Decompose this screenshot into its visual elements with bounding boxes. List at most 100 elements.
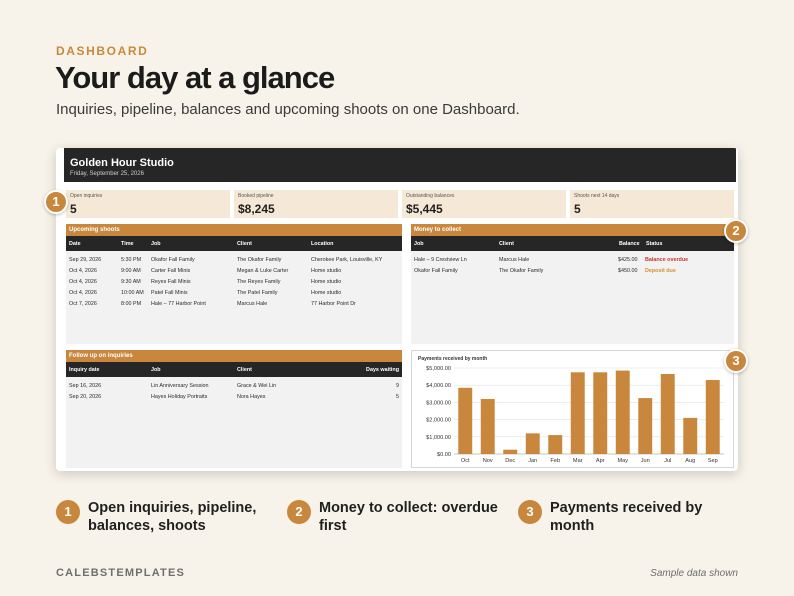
bar-jun	[638, 398, 653, 454]
y-tick-label: $5,000.00	[426, 366, 451, 372]
table-row[interactable]: Hale – 9 Crestview Ln Marcus Hale $425.0…	[411, 255, 734, 266]
bar-oct	[458, 387, 473, 454]
dashboard-screenshot: Golden Hour Studio Friday, September 25,…	[56, 148, 738, 471]
feature-number-badge: 3	[518, 500, 542, 524]
follow-up-panel: Follow up on inquiries Inquiry date Job …	[66, 350, 402, 468]
eyebrow-label: DASHBOARD	[56, 44, 149, 58]
bar-feb	[548, 435, 563, 454]
feature-text: Money to collect: overdue first	[319, 500, 498, 534]
kpi-booked-pipeline: Booked pipeline $8,245	[234, 190, 398, 218]
kpi-label: Booked pipeline	[238, 193, 274, 199]
chart-plot: $5,000.00 $4,000.00 $3,000.00 $2,000.00 $1,0…	[426, 366, 724, 464]
cell-time: 9:30 AM	[121, 279, 141, 285]
callout-3-badge: 3	[724, 349, 748, 373]
table-row[interactable]: Oct 7, 2026 8:00 PM Hale – 77 Harbor Poi…	[66, 299, 402, 310]
bar-apr	[593, 372, 608, 454]
cell-balance: $425.00	[618, 257, 638, 263]
cell-days-waiting: 9	[396, 383, 399, 389]
table-row[interactable]: Oct 4, 2026 10:00 AM Patel Fall Minis Th…	[66, 288, 402, 299]
x-tick-label: Dec	[505, 458, 515, 464]
cell-client: The Okafor Family	[499, 268, 544, 274]
cell-client: Marcus Hale	[499, 257, 530, 263]
panel-title: Upcoming shoots	[66, 224, 402, 236]
table-row[interactable]: Oct 4, 2026 9:00 AM Carter Fall Minis Me…	[66, 266, 402, 277]
sample-data-note: Sample data shown	[650, 568, 738, 579]
cell-date: Oct 4, 2026	[69, 268, 97, 274]
cell-job: Carter Fall Minis	[151, 268, 191, 274]
kpi-row: Open inquiries 5 Booked pipeline $8,245 …	[66, 190, 734, 218]
x-tick-label: Jul	[664, 458, 671, 464]
table-row[interactable]: Sep 16, 2026 Lin Anniversary Session Gra…	[66, 381, 402, 392]
callout-2-badge: 2	[724, 219, 748, 243]
bar-mar	[570, 372, 585, 454]
cell-location: Cherokee Park, Louisville, KY	[311, 257, 383, 263]
feature-number-badge: 2	[287, 500, 311, 524]
column-header[interactable]: Balance	[619, 241, 640, 247]
x-tick-label: Oct	[461, 458, 470, 464]
page-subtitle: Inquiries, pipeline, balances and upcomi…	[56, 101, 520, 118]
x-tick-label: Apr	[596, 458, 605, 464]
cell-client: Marcus Hale	[237, 301, 268, 307]
cell-time: 5:30 PM	[121, 257, 142, 263]
brand-name: CALEBSTEMPLATES	[56, 567, 186, 579]
column-header[interactable]: Job	[414, 241, 424, 247]
cell-time: 9:00 AM	[121, 268, 141, 274]
cell-location: Home studio	[311, 279, 342, 285]
cell-date: Oct 4, 2026	[69, 290, 97, 296]
cell-time: 8:00 PM	[121, 301, 142, 307]
column-header[interactable]: Client	[499, 241, 514, 247]
cell-date: Oct 4, 2026	[69, 279, 97, 285]
cell-client: The Okafor Family	[237, 257, 282, 263]
column-header[interactable]: Client	[237, 241, 252, 247]
y-tick-label: $4,000.00	[426, 383, 451, 389]
kpi-label: Outstanding balances	[406, 193, 455, 199]
cell-client: Grace & Wei Lin	[237, 383, 277, 389]
money-to-collect-panel: Money to collect Job Client Balance Stat…	[411, 224, 734, 344]
bar-dec	[503, 449, 518, 454]
cell-location: Home studio	[311, 290, 342, 296]
kpi-label: Open inquiries	[70, 193, 103, 199]
column-header[interactable]: Days waiting	[366, 367, 399, 373]
column-header[interactable]: Date	[69, 241, 81, 247]
panel-title: Follow up on inquiries	[66, 350, 402, 362]
cell-job: Okafor Fall Family	[151, 257, 195, 263]
cell-job: Hayes Holiday Portraits	[151, 394, 208, 400]
cell-job: Okafor Fall Family	[414, 268, 458, 274]
column-header[interactable]: Time	[121, 241, 134, 247]
panel-title: Money to collect	[411, 224, 734, 236]
upcoming-shoots-panel: Upcoming shoots Date Time Job Client Loc…	[66, 224, 402, 344]
kpi-outstanding-balances: Outstanding balances $5,445	[402, 190, 566, 218]
x-tick-label: Feb	[550, 458, 560, 464]
kpi-shoots-next-14-days: Shoots next 14 days 5	[570, 190, 734, 218]
cell-job: Patel Fall Minis	[151, 290, 188, 296]
kpi-value: 5	[70, 202, 77, 216]
cell-location: 77 Harbor Point Dr	[311, 301, 356, 307]
table-row[interactable]: Sep 29, 2026 5:30 PM Okafor Fall Family …	[66, 255, 402, 266]
kpi-value: 5	[574, 202, 581, 216]
status-badge: Deposit due	[645, 268, 676, 274]
cell-inquiry-date: Sep 16, 2026	[69, 383, 102, 389]
column-header[interactable]: Job	[151, 367, 161, 373]
status-badge: Balance overdue	[645, 257, 689, 263]
cell-time: 10:00 AM	[121, 290, 144, 296]
cell-location: Home studio	[311, 268, 342, 274]
column-header[interactable]: Client	[237, 367, 252, 373]
kpi-label: Shoots next 14 days	[574, 193, 620, 199]
bar-aug	[683, 417, 698, 454]
cell-days-waiting: 5	[396, 394, 399, 400]
column-header[interactable]: Location	[311, 241, 334, 247]
callout-1-badge: 1	[44, 190, 68, 214]
y-tick-label: $3,000.00	[426, 400, 451, 406]
cell-job: Hale – 77 Harbor Point	[151, 301, 206, 307]
table-row[interactable]: Okafor Fall Family The Okafor Family $45…	[411, 266, 734, 277]
cell-job: Hale – 9 Crestview Ln	[414, 257, 467, 263]
table-row[interactable]: Sep 20, 2026 Hayes Holiday Portraits Nor…	[66, 392, 402, 403]
page-title: Your day at a glance	[55, 60, 335, 95]
column-header[interactable]: Inquiry date	[69, 367, 100, 373]
column-header[interactable]: Job	[151, 241, 161, 247]
table-row[interactable]: Oct 4, 2026 9:30 AM Reyes Fall Minis The…	[66, 277, 402, 288]
column-header[interactable]: Status	[646, 241, 663, 247]
cell-client: The Patel Family	[237, 290, 278, 296]
x-tick-label: May	[617, 458, 628, 464]
bar-jan	[525, 433, 540, 454]
